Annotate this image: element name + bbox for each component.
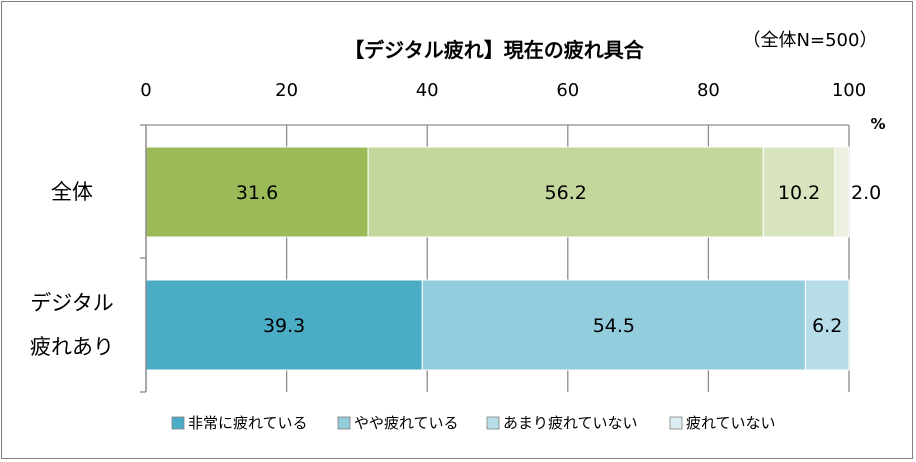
x-tick-label: 0 — [140, 80, 151, 101]
category-label: 疲れあり — [30, 335, 114, 359]
legend-swatch — [337, 416, 351, 430]
data-label: 39.3 — [263, 315, 305, 337]
data-label: 2.0 — [851, 182, 881, 204]
bar-segment — [804, 279, 850, 371]
legend-label: あまり疲れていない — [503, 414, 638, 432]
x-tick-label: 80 — [697, 80, 720, 101]
x-tick-label: 60 — [556, 80, 579, 101]
legend-label: 疲れていない — [686, 414, 776, 432]
unit-label: % — [870, 115, 885, 133]
legend-label: 非常に疲れている — [188, 414, 308, 432]
data-label: 54.5 — [593, 315, 635, 337]
data-label: 6.2 — [812, 315, 842, 337]
bar-segment — [145, 146, 369, 238]
x-tick-label: 100 — [832, 80, 866, 101]
legend-label: やや疲れている — [354, 414, 459, 432]
x-tick-label: 40 — [416, 80, 439, 101]
legend-swatch — [171, 416, 185, 430]
x-tick-label: 20 — [275, 80, 298, 101]
chart-title: 【デジタル疲れ】現在の疲れ具合 — [344, 38, 645, 62]
data-label: 31.6 — [236, 182, 278, 204]
data-label: 10.2 — [778, 182, 820, 204]
data-label: 56.2 — [545, 182, 587, 204]
category-label: 全体 — [51, 180, 93, 204]
category-label: デジタル — [30, 291, 114, 315]
legend-swatch — [486, 416, 500, 430]
sample-size-note: （全体N=500） — [743, 30, 878, 51]
bar-segment — [421, 279, 806, 371]
bar-segment — [145, 279, 423, 371]
bar-segment — [834, 146, 850, 238]
legend-swatch — [669, 416, 683, 430]
